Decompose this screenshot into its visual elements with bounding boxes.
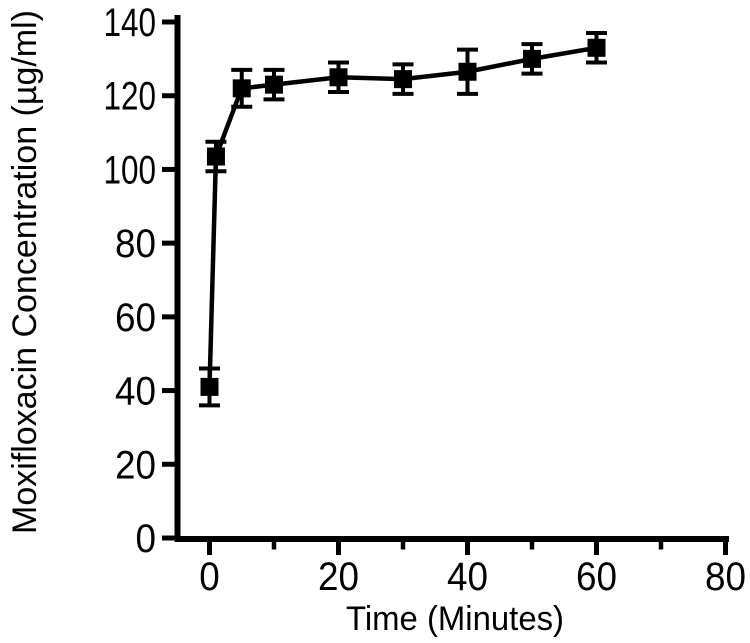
y-tick-label: 140 [104, 1, 157, 45]
y-tick-label: 100 [104, 148, 157, 192]
x-tick-label: 20 [318, 555, 359, 599]
data-point-marker [587, 38, 606, 57]
plot-series [199, 31, 607, 408]
data-point-marker [200, 377, 219, 396]
x-tick-label: 60 [576, 555, 617, 599]
y-axis-title: Moxifloxacin Concentration (µg/ml) [6, 10, 44, 534]
data-point-marker [394, 70, 412, 89]
y-tick-label: 20 [115, 443, 156, 487]
y-tick-label: 60 [115, 296, 156, 340]
x-tick-label: 40 [447, 555, 488, 599]
data-point-marker [265, 75, 283, 94]
data-point-marker [232, 79, 251, 98]
data-point-marker [329, 68, 348, 87]
axis-ticks: 0 20 40 60 80 100 120 140 0 20 40 60 80 [104, 1, 747, 599]
axis-spine [174, 15, 729, 542]
x-tick-label: 80 [705, 555, 746, 599]
data-point-marker [206, 147, 225, 166]
y-tick-label: 120 [104, 75, 157, 119]
x-tick-label: 0 [199, 555, 220, 599]
data-point-marker [523, 49, 541, 68]
axes [174, 15, 729, 542]
x-axis-title: Time (Minutes) [346, 600, 564, 638]
data-point-marker [458, 62, 477, 81]
y-tick-label: 0 [136, 517, 157, 561]
y-tick-label: 40 [115, 370, 156, 414]
y-tick-label: 80 [115, 222, 156, 266]
